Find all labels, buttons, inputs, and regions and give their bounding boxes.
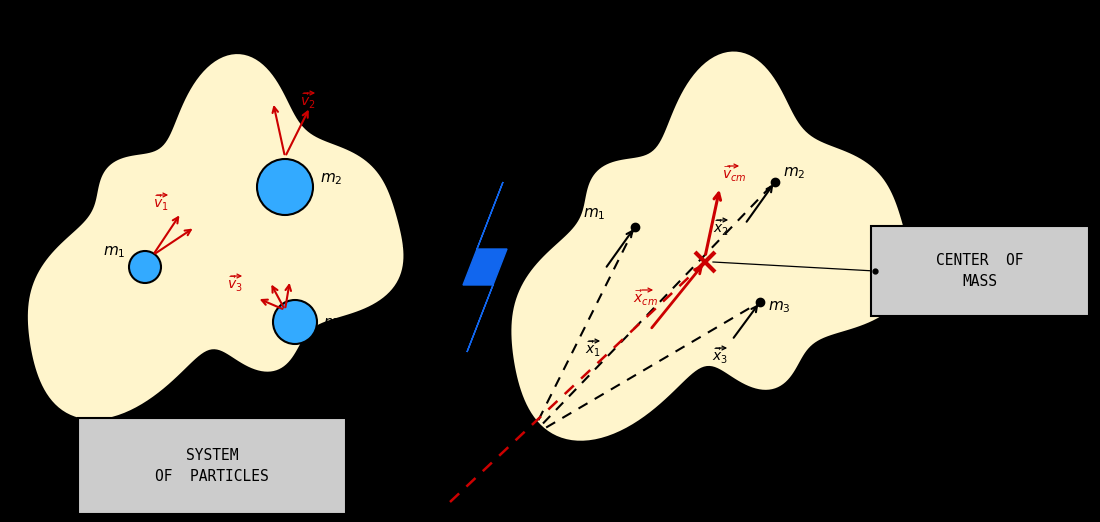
Text: $\vec{x}_{cm}$: $\vec{x}_{cm}$ bbox=[632, 289, 658, 309]
Circle shape bbox=[129, 251, 161, 283]
Text: $m_3$: $m_3$ bbox=[768, 299, 791, 315]
FancyBboxPatch shape bbox=[78, 418, 346, 514]
Text: $\vec{v}_1$: $\vec{v}_1$ bbox=[153, 194, 168, 213]
Text: $\vec{x}_2$: $\vec{x}_2$ bbox=[713, 219, 729, 239]
Polygon shape bbox=[509, 50, 912, 443]
Polygon shape bbox=[26, 52, 405, 421]
FancyBboxPatch shape bbox=[871, 226, 1089, 316]
Text: $m_1$: $m_1$ bbox=[583, 206, 606, 222]
Text: $\vec{v}_3$: $\vec{v}_3$ bbox=[227, 276, 243, 294]
Text: $\vec{x}_3$: $\vec{x}_3$ bbox=[712, 347, 728, 366]
Text: $m_2$: $m_2$ bbox=[783, 165, 805, 181]
Text: SYSTEM
OF  PARTICLES: SYSTEM OF PARTICLES bbox=[155, 448, 268, 484]
Text: CENTER  OF
MASS: CENTER OF MASS bbox=[936, 253, 1024, 289]
Text: $m_3$: $m_3$ bbox=[323, 316, 345, 331]
Polygon shape bbox=[463, 182, 507, 352]
Text: $m_1$: $m_1$ bbox=[103, 244, 125, 260]
Text: $\vec{v}_2$: $\vec{v}_2$ bbox=[300, 92, 316, 111]
Text: $\vec{v}_{cm}$: $\vec{v}_{cm}$ bbox=[722, 165, 747, 184]
Text: $\vec{x}_1$: $\vec{x}_1$ bbox=[585, 340, 601, 360]
Circle shape bbox=[273, 300, 317, 344]
Circle shape bbox=[257, 159, 314, 215]
Text: $m_2$: $m_2$ bbox=[320, 171, 342, 187]
